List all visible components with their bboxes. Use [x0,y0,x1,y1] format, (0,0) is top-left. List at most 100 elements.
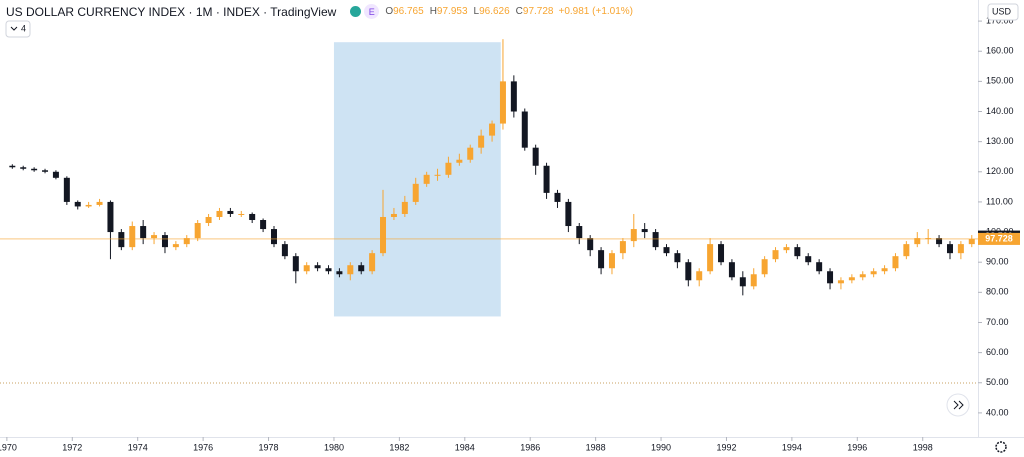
x-tick-label: 1998 [913,442,933,452]
low-value: 96.626 [479,6,510,17]
candle-body [314,265,321,269]
y-tick-label: 80.00 [986,287,1009,297]
close-value: 97.728 [522,6,554,17]
chevron-icon [10,26,18,31]
y-tick-label: 90.00 [986,257,1009,267]
candle-body [270,229,277,245]
candle-body [172,244,179,248]
candle-body [946,244,953,254]
candle-body [205,216,212,224]
candle-body [151,235,158,239]
candle-body [107,201,114,233]
candle-body [630,229,637,242]
candle-body [718,244,725,263]
candle-body [663,247,670,254]
y-tick-label: 50.00 [986,377,1009,387]
open-label: O [385,6,394,17]
candle-body [63,177,70,202]
candle-body [292,256,299,272]
currency-button[interactable] [987,3,1019,21]
x-tick-label: 1982 [389,442,409,452]
candle-body [881,268,888,272]
candle-body [118,232,125,248]
candle-body [478,135,485,148]
candle-body [129,226,136,248]
candle-body [52,171,59,178]
x-tick-label: 1990 [651,442,671,452]
candle-body [576,226,583,239]
candle-body [183,238,190,245]
candle-body [783,247,790,251]
candle-body [892,256,899,269]
candle-body [467,147,474,160]
candle-body [336,271,343,275]
y-tick-label: 110.00 [986,196,1013,206]
candle-body [9,165,16,168]
candle-body [587,238,594,251]
candle-body [565,201,572,227]
x-tick-label: 1972 [62,442,82,452]
candle-body [685,262,692,281]
candle-body [31,168,38,171]
candle-body [554,192,561,202]
high-value: 97.953 [436,6,468,17]
x-tick-label: 1978 [259,442,279,452]
candle-body [249,213,256,221]
candle-body [358,265,365,272]
candle-body [707,244,714,272]
candle-body [750,274,757,287]
highlight-box [333,42,501,317]
x-tick-label: 1994 [782,442,802,452]
candle-body [696,271,703,281]
candle-body [674,253,681,263]
candle-body [227,210,234,214]
candle-body [347,265,354,275]
y-tick-label: 140.00 [986,106,1014,116]
legend-header: US DOLLAR CURRENCY INDEX · 1M · INDEX · … [6,4,633,19]
candle-body [805,256,812,263]
y-tick-label: 40.00 [986,407,1009,417]
y-tick-label: 70.00 [986,317,1009,327]
candle-body [74,201,81,207]
candle-body [489,123,496,136]
currency-label: USD [992,6,1012,16]
candle-body [827,271,834,284]
candle-body [499,81,506,124]
x-tick-label: 1976 [193,442,213,452]
candle-body [281,244,288,257]
x-tick-label: 1986 [520,442,540,452]
candle-body [42,170,49,172]
low-label: L [473,6,480,17]
candle-body [445,162,452,175]
candle-body [837,280,844,284]
chevrons-icon [953,400,964,410]
candle-body [772,250,779,260]
candle-body [260,220,267,230]
candle-body [641,229,648,233]
candle-body [96,201,103,205]
price-marker-label: 97.728 [985,233,1013,243]
candle-body [739,277,746,287]
price-marker-box [978,232,1020,245]
candle-body [728,262,735,278]
indicator-count: 4 [21,23,26,33]
x-tick-label: 1984 [455,442,475,452]
candle-body [412,183,419,202]
candle-body [870,271,877,275]
settings-icon[interactable] [995,441,1007,453]
candle-body [816,262,823,272]
candle-body [238,213,245,215]
y-tick-label: 60.00 [986,347,1009,357]
candle-body [521,111,528,148]
indicators-toggle[interactable] [5,20,31,38]
exchange-badge: E [364,4,380,19]
y-tick-label: 150.00 [986,76,1014,86]
candle-body [401,201,408,214]
candle-body [423,174,430,184]
candle-body [140,226,147,239]
status-dot [350,6,362,17]
candle-body [619,241,626,254]
candle-body [848,277,855,281]
